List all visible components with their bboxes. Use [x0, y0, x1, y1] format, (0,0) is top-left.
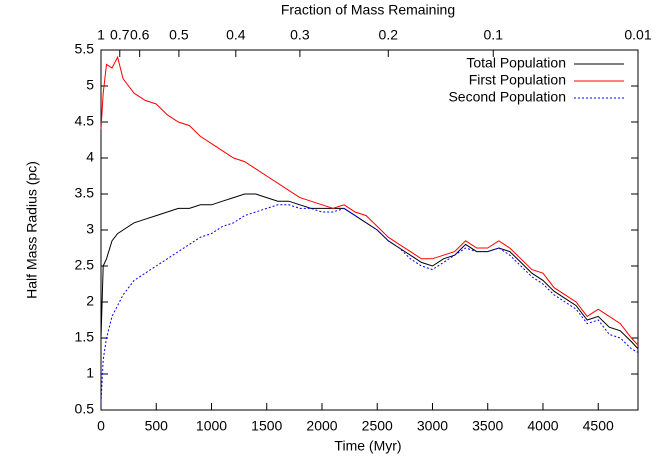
- x-tick-label: 500: [145, 418, 169, 434]
- x2-tick-label: 0.2: [379, 27, 399, 43]
- legend-label: Second Population: [448, 89, 566, 105]
- x2-tick-label: 0.01: [624, 27, 651, 43]
- y-tick-label: 2: [86, 293, 94, 309]
- x2-tick-label: 0.7: [110, 27, 130, 43]
- x-tick-label: 3000: [417, 418, 448, 434]
- y-tick-label: 1.5: [75, 329, 95, 345]
- x-tick-label: 4500: [583, 418, 614, 434]
- x-tick-label: 1000: [196, 418, 227, 434]
- y-axis-label: Half Mass Radius (pc): [24, 161, 40, 299]
- y-tick-label: 1: [86, 365, 94, 381]
- y-tick-label: 2.5: [75, 257, 95, 273]
- y-tick-label: 5: [86, 77, 94, 93]
- series-line: [100, 55, 639, 346]
- legend-label: First Population: [469, 72, 566, 88]
- x-tick-label: 4000: [527, 418, 558, 434]
- x2-tick-label: 0.3: [290, 27, 310, 43]
- x-tick-label: 1500: [251, 418, 282, 434]
- x-axis-label: Time (Myr): [334, 438, 401, 454]
- x-tick-label: 2500: [362, 418, 393, 434]
- x-tick-label: 2000: [306, 418, 337, 434]
- series-line: [100, 193, 639, 350]
- y-tick-label: 3.5: [75, 185, 95, 201]
- series-line: [100, 204, 639, 403]
- x2-tick-label: 0.1: [484, 27, 504, 43]
- y-tick-label: 4: [86, 149, 94, 165]
- y-tick-label: 5.5: [75, 41, 95, 57]
- x2-tick-label: 0.6: [130, 27, 150, 43]
- y-tick-label: 4.5: [75, 113, 95, 129]
- x-tick-label: 0: [97, 418, 105, 434]
- y-tick-label: 3: [86, 221, 94, 237]
- x2-axis-label: Fraction of Mass Remaining: [281, 2, 455, 18]
- x2-tick-label: 0.5: [169, 27, 189, 43]
- x2-tick-label: 0.4: [226, 27, 246, 43]
- x-tick-label: 3500: [472, 418, 503, 434]
- x2-tick-label: 1: [97, 27, 105, 43]
- legend-label: Total Population: [466, 55, 566, 71]
- y-tick-label: 0.5: [75, 401, 95, 417]
